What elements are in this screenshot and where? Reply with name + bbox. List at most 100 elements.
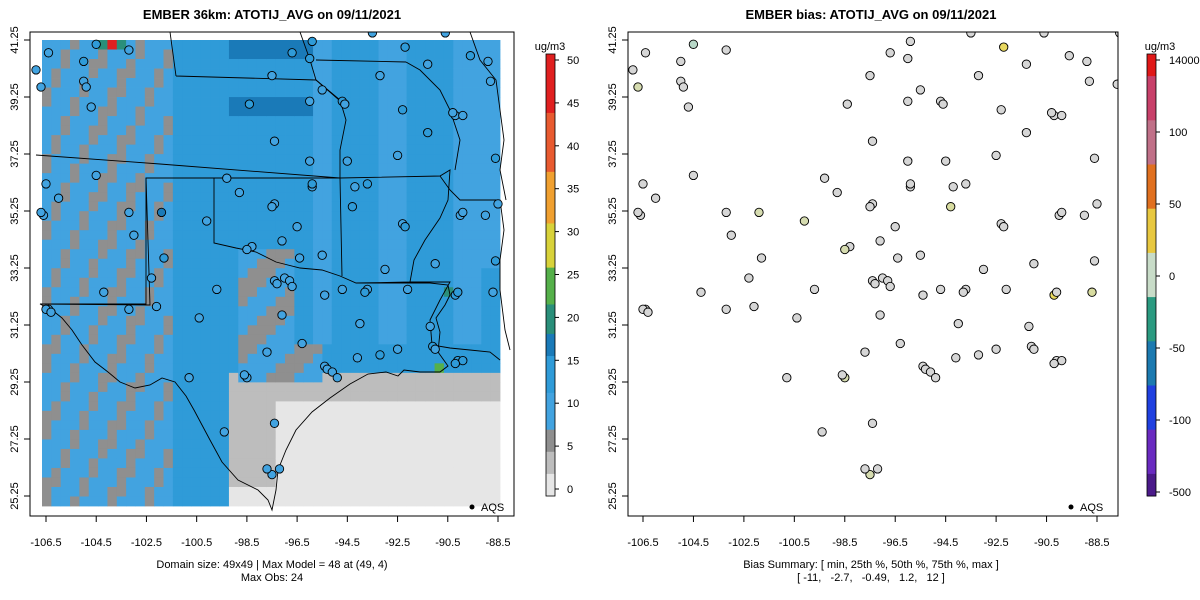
- grid-cell: [387, 401, 398, 412]
- grid-cell: [182, 467, 192, 478]
- grid-cell: [359, 163, 370, 174]
- grid-cell: [322, 87, 333, 98]
- grid-cell: [285, 306, 295, 317]
- grid-cell: [341, 125, 351, 136]
- grid-cell: [406, 192, 417, 203]
- grid-cell: [425, 220, 435, 231]
- grid-cell: [163, 344, 174, 355]
- grid-cell: [369, 486, 379, 497]
- colorbar-segment: [546, 120, 555, 129]
- aqs-station-bias-marker: [1046, 108, 1057, 118]
- grid-cell: [182, 258, 192, 269]
- grid-cell: [200, 163, 211, 174]
- grid-cell: [116, 448, 127, 459]
- grid-cell: [275, 106, 286, 117]
- grid-cell: [387, 49, 398, 60]
- grid-cell: [331, 220, 342, 231]
- grid-cell: [331, 496, 342, 507]
- grid-cell: [172, 135, 183, 146]
- grid-cell: [107, 154, 118, 165]
- grid-cell: [406, 401, 417, 412]
- aqs-station-bias-marker: [903, 53, 913, 64]
- grid-cell: [303, 59, 314, 69]
- grid-cell: [163, 154, 174, 165]
- grid-cell: [322, 296, 333, 307]
- grid-cell: [88, 467, 99, 478]
- grid-cell: [406, 363, 417, 374]
- grid-cell: [135, 429, 146, 440]
- grid-cell: [247, 458, 258, 469]
- colorbar-segment: [546, 473, 555, 482]
- grid-cell: [219, 325, 230, 336]
- grid-cell: [387, 458, 398, 469]
- grid-cell: [453, 372, 464, 383]
- grid-cell: [210, 306, 220, 317]
- kansas-nebraska-lines-right: [634, 32, 944, 178]
- grid-cell: [490, 59, 501, 69]
- grid-cell: [79, 410, 90, 421]
- grid-cell: [256, 429, 267, 440]
- grid-cell: [219, 78, 230, 88]
- aqs-station-marker: [277, 310, 287, 320]
- grid-cell: [219, 59, 230, 69]
- grid-cell: [313, 125, 323, 136]
- grid-cell: [210, 410, 220, 421]
- grid-cell: [443, 401, 454, 412]
- grid-cell: [285, 211, 295, 222]
- grid-cell: [210, 106, 220, 117]
- aqs-station-bias-marker: [1029, 344, 1039, 354]
- grid-cell: [434, 372, 445, 383]
- grid-cell: [191, 220, 202, 231]
- grid-cell: [443, 306, 454, 317]
- grid-cell: [406, 344, 417, 355]
- grid-cell: [387, 59, 398, 69]
- grid-cell: [471, 182, 482, 193]
- grid-cell: [434, 49, 445, 60]
- grid-cell: [406, 173, 417, 184]
- grid-cell: [434, 106, 445, 117]
- grid-cell: [107, 315, 118, 326]
- grid-cell: [182, 315, 192, 326]
- grid-cell: [163, 125, 174, 136]
- y-tick-label: 41.25: [9, 26, 21, 54]
- bias-colorbar-segment: [1147, 98, 1156, 107]
- grid-cell: [331, 306, 342, 317]
- grid-cell: [88, 125, 99, 136]
- grid-cell: [462, 106, 473, 117]
- grid-cell: [210, 268, 220, 279]
- grid-cell: [331, 163, 342, 174]
- grid-cell: [79, 125, 90, 136]
- grid-cell: [247, 211, 258, 222]
- aqs-station-bias-marker: [948, 182, 958, 192]
- colorbar-segment: [546, 414, 555, 423]
- grid-cell: [415, 106, 426, 117]
- grid-cell: [182, 78, 192, 88]
- grid-cell: [341, 353, 351, 364]
- grid-cell: [219, 391, 230, 402]
- grid-cell: [434, 448, 445, 459]
- grid-cell: [98, 230, 108, 241]
- y-tick-label: 25.25: [9, 482, 21, 510]
- grid-cell: [350, 325, 361, 336]
- grid-cell: [350, 306, 361, 317]
- colorbar-segment: [546, 326, 555, 335]
- grid-cell: [116, 382, 127, 393]
- grid-cell: [294, 78, 305, 88]
- grid-cell: [191, 429, 202, 440]
- grid-cell: [275, 49, 286, 60]
- grid-cell: [285, 401, 295, 412]
- grid-cell: [60, 268, 71, 279]
- grid-cell: [313, 410, 323, 421]
- aqs-station-marker: [81, 82, 91, 92]
- grid-cell: [98, 296, 108, 307]
- aqs-station-marker: [375, 70, 385, 81]
- grid-cell: [453, 163, 464, 174]
- grid-cell: [210, 448, 220, 459]
- grid-cell: [397, 87, 407, 98]
- grid-cell: [107, 287, 118, 298]
- grid-cell: [182, 182, 192, 193]
- colorbar-segment: [546, 459, 555, 468]
- grid-cell: [359, 87, 370, 98]
- grid-cell: [285, 78, 295, 88]
- grid-cell: [191, 391, 202, 402]
